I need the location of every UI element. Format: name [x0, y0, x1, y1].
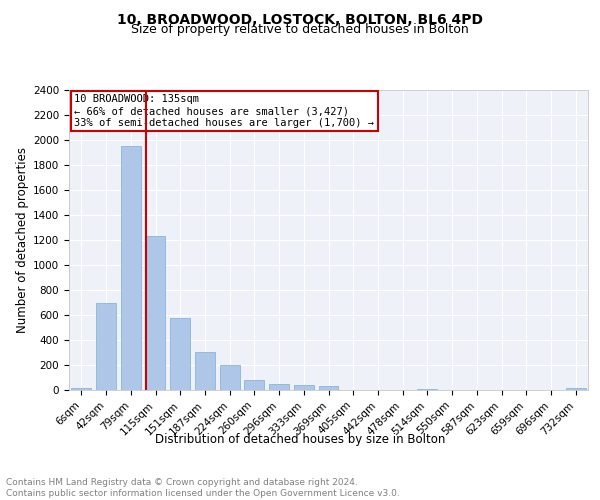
- Bar: [195, 352, 215, 390]
- Bar: [319, 386, 338, 390]
- Bar: [96, 302, 116, 390]
- Y-axis label: Number of detached properties: Number of detached properties: [16, 147, 29, 333]
- Text: Size of property relative to detached houses in Bolton: Size of property relative to detached ho…: [131, 22, 469, 36]
- Bar: [121, 146, 140, 390]
- Bar: [146, 236, 166, 390]
- Text: Distribution of detached houses by size in Bolton: Distribution of detached houses by size …: [155, 432, 445, 446]
- Bar: [220, 365, 239, 390]
- Text: Contains HM Land Registry data © Crown copyright and database right 2024.
Contai: Contains HM Land Registry data © Crown c…: [6, 478, 400, 498]
- Text: 10, BROADWOOD, LOSTOCK, BOLTON, BL6 4PD: 10, BROADWOOD, LOSTOCK, BOLTON, BL6 4PD: [117, 12, 483, 26]
- Bar: [566, 388, 586, 390]
- Bar: [294, 385, 314, 390]
- Bar: [170, 318, 190, 390]
- Bar: [244, 380, 264, 390]
- Text: 10 BROADWOOD: 135sqm
← 66% of detached houses are smaller (3,427)
33% of semi-de: 10 BROADWOOD: 135sqm ← 66% of detached h…: [74, 94, 374, 128]
- Bar: [269, 384, 289, 390]
- Bar: [71, 388, 91, 390]
